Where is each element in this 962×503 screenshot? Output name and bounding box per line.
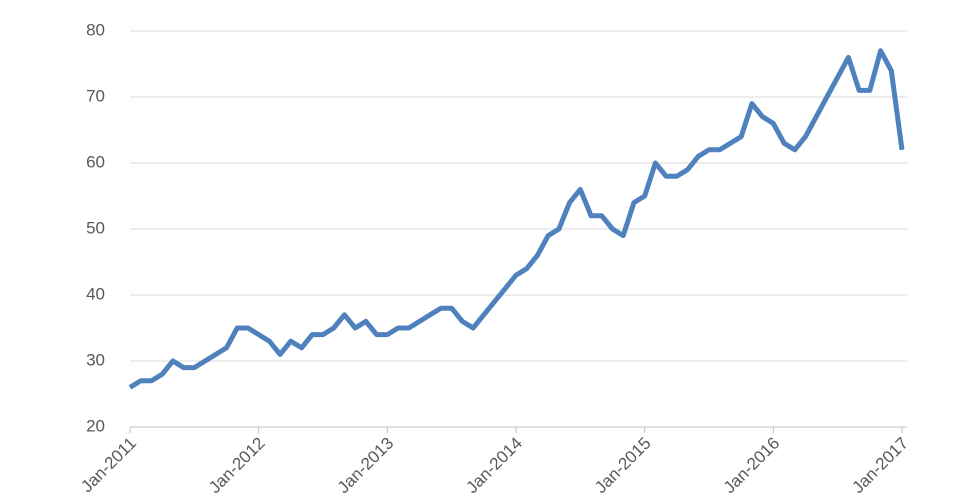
y-tick-label: 30 <box>86 350 105 369</box>
y-tick-label: 20 <box>86 416 105 435</box>
x-tick-label: Jan-2014 <box>462 434 526 498</box>
y-tick-label: 60 <box>86 152 105 171</box>
x-tick-label: Jan-2017 <box>848 434 912 498</box>
y-tick-label: 50 <box>86 218 105 237</box>
y-tick-label: 70 <box>86 86 105 105</box>
x-tick-label: Jan-2016 <box>720 434 784 498</box>
x-tick-label: Jan-2012 <box>205 434 269 498</box>
data-line <box>128 48 905 390</box>
y-tick-label: 40 <box>86 284 105 303</box>
x-tick-label: Jan-2015 <box>591 434 655 498</box>
y-tick-label: 80 <box>86 20 105 39</box>
x-tick-label: Jan-2013 <box>334 434 398 498</box>
x-tick-label: Jan-2011 <box>77 434 140 497</box>
